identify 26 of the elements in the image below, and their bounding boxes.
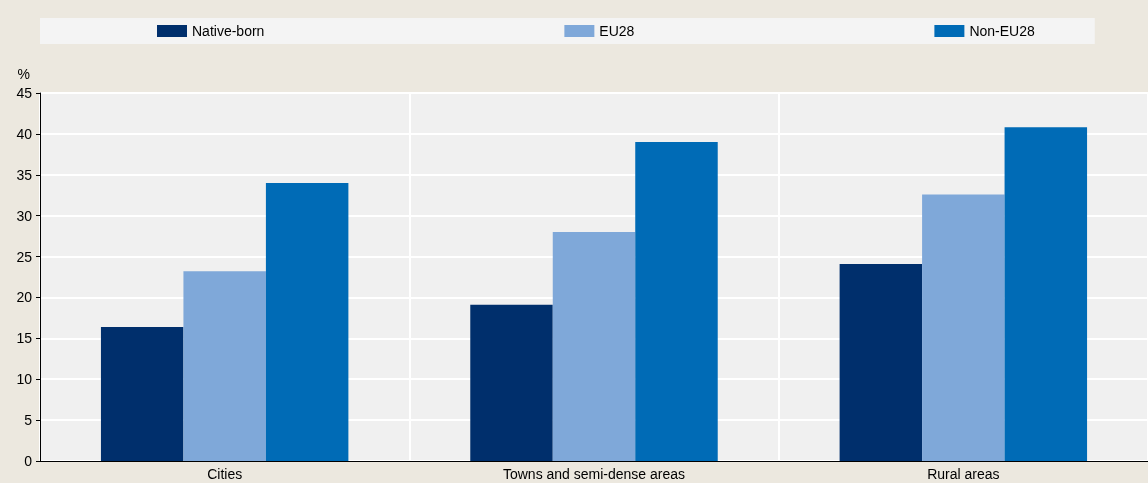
x-tick-label: Cities [207, 466, 243, 482]
y-tick-label: 15 [16, 330, 33, 347]
y-tick-label: 10 [16, 371, 33, 388]
x-tick-label: Rural areas [927, 466, 1000, 482]
y-tick-label: 45 [16, 85, 33, 101]
bar [470, 304, 553, 461]
x-tick-label: Towns and semi-dense areas [502, 466, 686, 482]
y-tick-label: 25 [16, 248, 33, 265]
legend-label: EU28 [599, 23, 635, 39]
y-tick-label: 5 [24, 412, 33, 429]
bar [265, 182, 349, 461]
legend-label: Native-born [192, 23, 265, 39]
y-tick-label: 20 [16, 289, 33, 306]
bar [552, 232, 636, 461]
legend-label: Non-EU28 [969, 23, 1035, 39]
y-tick-label: 0 [24, 453, 33, 469]
bar [839, 263, 923, 461]
y-tick-label: 30 [16, 207, 33, 224]
bar [635, 142, 718, 461]
bar [1004, 127, 1088, 461]
y-tick-label: 40 [16, 125, 33, 142]
y-axis-title: % [17, 66, 30, 82]
bar [183, 271, 266, 461]
bar [100, 326, 184, 461]
bar [922, 194, 1005, 461]
y-tick-label: 35 [16, 166, 33, 183]
